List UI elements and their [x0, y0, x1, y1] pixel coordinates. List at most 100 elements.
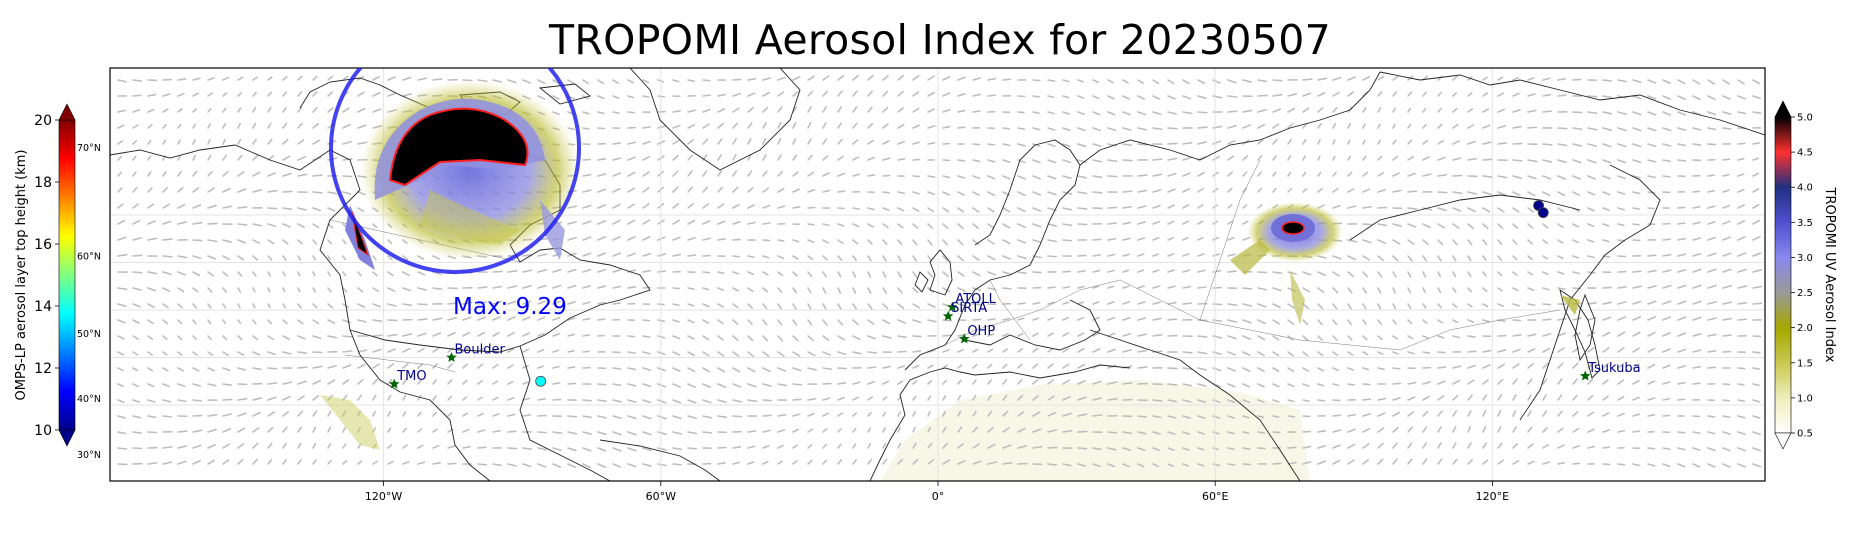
wind-arrow — [1512, 125, 1522, 129]
wind-arrow — [252, 287, 256, 293]
wind-arrow — [807, 75, 815, 81]
wind-arrow — [687, 303, 695, 307]
wind-arrow — [1677, 237, 1687, 241]
wind-arrow — [177, 123, 182, 129]
wind-arrow — [777, 154, 782, 161]
wind-arrow — [1647, 127, 1657, 132]
wind-arrow — [1062, 127, 1071, 132]
wind-arrow — [282, 122, 288, 129]
wind-arrow — [1032, 223, 1042, 228]
wind-arrow — [1692, 382, 1701, 385]
wind-arrow — [1497, 207, 1505, 213]
wind-arrow — [522, 300, 532, 305]
wind-arrow — [582, 317, 591, 321]
wind-arrow — [1062, 412, 1072, 417]
wind-arrow — [1062, 316, 1070, 321]
wind-arrow — [1302, 107, 1310, 113]
wind-arrow — [1437, 139, 1445, 145]
wind-arrow — [252, 411, 261, 417]
wind-arrow — [1482, 287, 1488, 293]
wind-arrow — [1227, 351, 1237, 356]
wind-arrow — [1377, 155, 1383, 161]
wind-arrow — [372, 460, 379, 465]
colorbar-tick-label: 1.0 — [1797, 393, 1813, 404]
wind-arrow — [897, 335, 907, 339]
wind-arrow — [147, 93, 157, 97]
wind-arrow — [147, 171, 152, 177]
wind-arrow — [1557, 159, 1567, 164]
wind-arrow — [762, 239, 771, 242]
wind-arrow — [1542, 159, 1553, 163]
wind-arrow — [912, 175, 921, 178]
wind-arrow — [1692, 316, 1702, 321]
wind-arrow — [627, 156, 636, 161]
wind-arrow — [1452, 319, 1459, 324]
wind-arrow — [1692, 237, 1702, 241]
wind-arrow — [462, 396, 468, 401]
wind-arrow — [537, 300, 547, 305]
wind-arrow — [1467, 410, 1472, 417]
wind-arrow — [1227, 139, 1236, 145]
wind-arrow — [1002, 255, 1012, 260]
wind-arrow — [1257, 447, 1266, 450]
wind-arrow — [717, 319, 724, 325]
wind-arrow — [1647, 175, 1656, 179]
wind-arrow — [657, 399, 667, 404]
wind-arrow — [1407, 335, 1414, 340]
wind-arrow — [1452, 365, 1462, 369]
wind-arrow — [1107, 253, 1116, 257]
wind-arrow — [327, 394, 334, 401]
wind-arrow — [717, 303, 725, 308]
wind-arrow — [1482, 349, 1492, 353]
wind-arrow — [732, 461, 741, 465]
wind-arrow — [1197, 220, 1204, 225]
wind-arrow — [657, 351, 666, 356]
wind-arrow — [1602, 79, 1613, 82]
wind-arrow — [1137, 301, 1146, 305]
wind-arrow — [612, 399, 622, 403]
wind-arrow — [1347, 139, 1351, 145]
wind-arrow — [582, 236, 592, 241]
wind-arrow — [852, 396, 859, 401]
wind-arrow — [822, 428, 828, 433]
wind-arrow — [147, 351, 153, 356]
wind-arrow — [627, 203, 636, 209]
wind-arrow — [267, 382, 278, 385]
wind-arrow — [1422, 207, 1433, 211]
wind-arrow — [1032, 363, 1039, 369]
wind-arrow — [117, 399, 125, 403]
wind-arrow — [1227, 171, 1234, 177]
wind-arrow — [1437, 366, 1447, 369]
wind-arrow — [1527, 159, 1538, 163]
wind-arrow — [1257, 123, 1266, 129]
wind-arrow — [1107, 79, 1114, 84]
wind-arrow — [792, 188, 800, 193]
wind-arrow — [552, 349, 560, 353]
wind-arrow — [1062, 347, 1070, 353]
wind-arrow — [177, 319, 183, 325]
wind-arrow — [207, 170, 213, 177]
wind-arrow — [1647, 269, 1657, 273]
wind-arrow — [1107, 348, 1117, 353]
wind-arrow — [1032, 271, 1042, 274]
wind-arrow — [642, 431, 652, 436]
wind-arrow — [1137, 205, 1147, 209]
wind-arrow — [1392, 107, 1397, 113]
wind-arrow — [1647, 207, 1655, 210]
wind-arrow — [1482, 76, 1488, 81]
wind-arrow — [1407, 426, 1414, 433]
wind-arrow — [1572, 411, 1579, 417]
wind-arrow — [807, 189, 816, 193]
wind-arrow — [1647, 331, 1656, 337]
wind-arrow — [1317, 155, 1321, 161]
wind-arrow — [1602, 446, 1611, 449]
wind-arrow — [897, 207, 905, 212]
wind-arrow — [282, 91, 287, 97]
wind-arrow — [942, 191, 950, 196]
wind-arrow — [1302, 335, 1309, 341]
wind-arrow — [552, 447, 562, 452]
wind-arrow — [372, 363, 380, 369]
wind-arrow — [1137, 447, 1146, 452]
wind-arrow — [132, 237, 142, 241]
wind-arrow — [477, 412, 484, 417]
